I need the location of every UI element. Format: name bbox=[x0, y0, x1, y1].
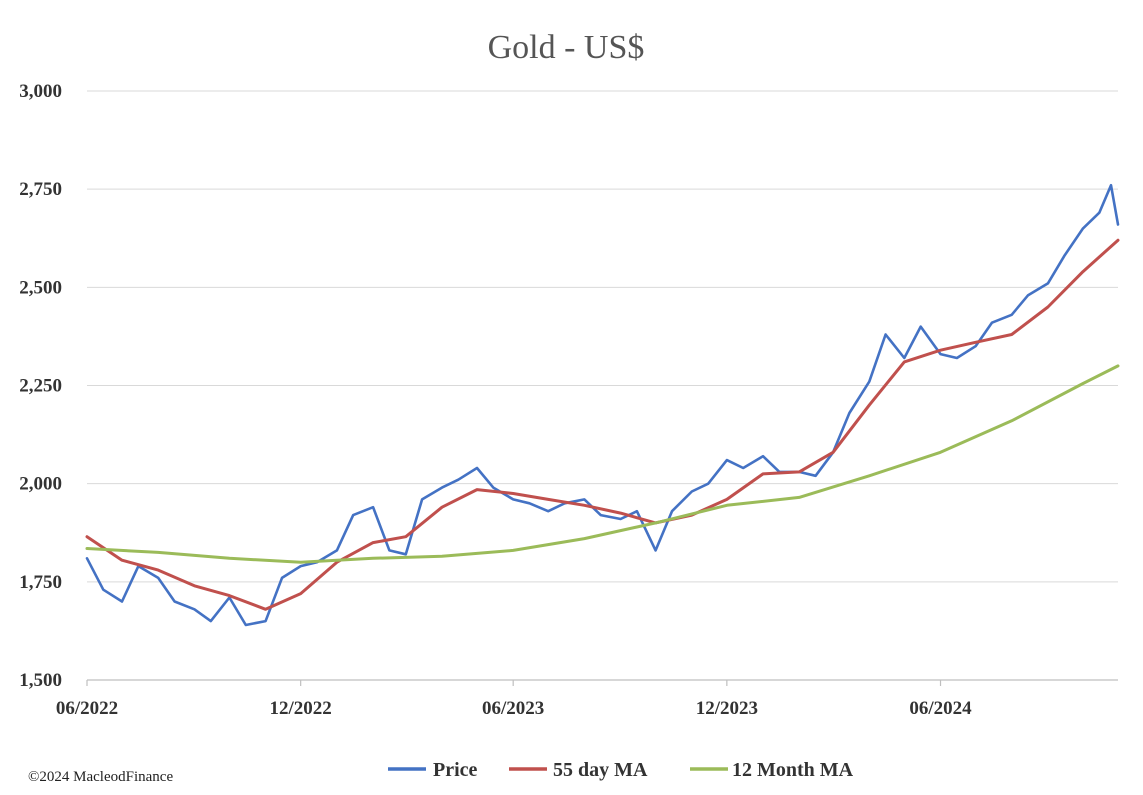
x-axis: 06/2022 12/2022 06/2023 12/2023 06/2024 bbox=[56, 679, 1118, 719]
chart-title: Gold - US$ bbox=[488, 29, 645, 66]
legend: Price 55 day MA 12 Month MA bbox=[388, 759, 854, 781]
y-tick-label: 1,500 bbox=[19, 670, 62, 691]
y-tick-label: 2,500 bbox=[19, 277, 62, 298]
x-tick-label: 06/2023 bbox=[482, 698, 544, 719]
copyright-credit: ©2024 MacleodFinance bbox=[28, 769, 173, 785]
y-tick-label: 2,250 bbox=[19, 376, 62, 397]
legend-label-55-day-ma: 55 day MA bbox=[553, 759, 648, 781]
legend-label-price: Price bbox=[433, 759, 478, 781]
y-tick-label: 2,750 bbox=[19, 179, 62, 200]
x-tick-label: 06/2024 bbox=[909, 698, 972, 719]
y-tick-label: 2,000 bbox=[19, 474, 62, 495]
legend-label-12-month-ma: 12 Month MA bbox=[732, 759, 854, 781]
y-tick-label: 3,000 bbox=[19, 81, 62, 102]
x-tick-label: 12/2022 bbox=[270, 698, 332, 719]
gridlines bbox=[87, 90, 1118, 681]
series-lines bbox=[85, 183, 1120, 627]
x-tick-label: 12/2023 bbox=[696, 698, 758, 719]
y-tick-label: 1,750 bbox=[19, 572, 62, 593]
y-axis: 1,500 1,750 2,000 2,250 2,500 2,750 3,000 bbox=[19, 81, 62, 691]
series-line-12-month-ma bbox=[85, 364, 1120, 564]
series-line-55-day-ma bbox=[85, 238, 1120, 611]
series-line-price bbox=[85, 183, 1120, 627]
x-tick-label: 06/2022 bbox=[56, 698, 118, 719]
